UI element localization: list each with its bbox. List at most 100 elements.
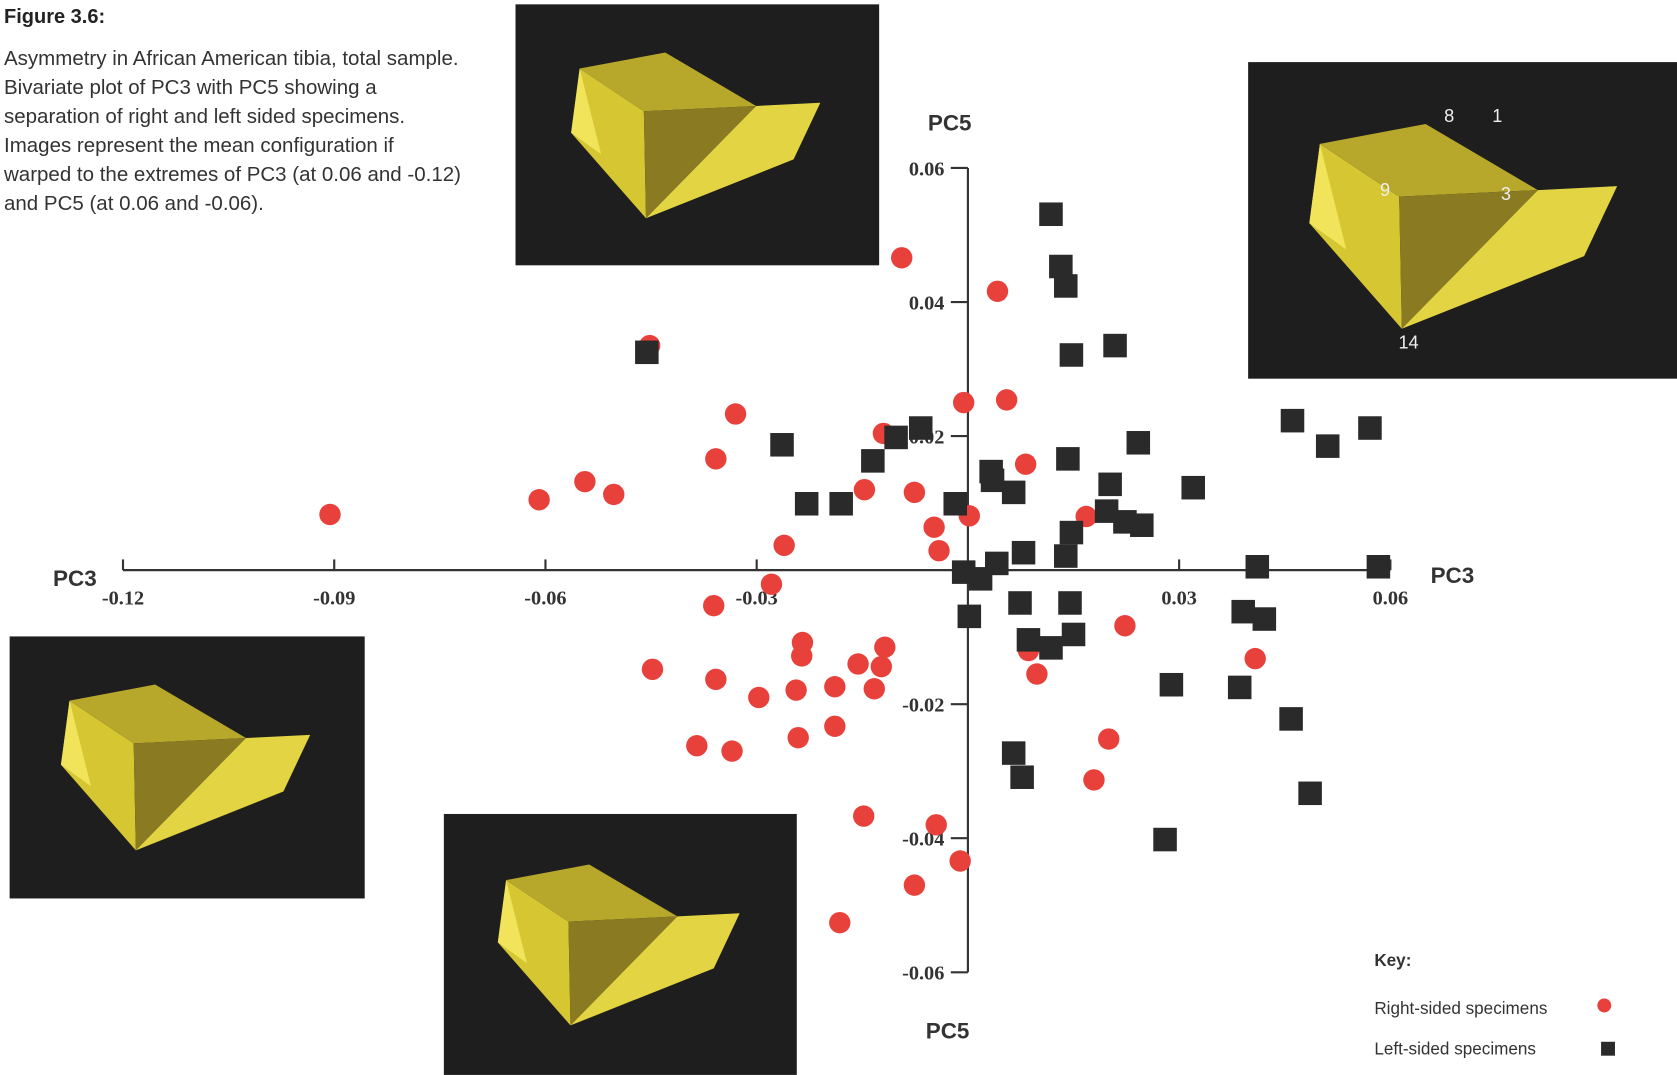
data-point [824,676,846,698]
data-point [1227,675,1252,700]
landmark-label: 9 [1380,180,1390,200]
data-point [1094,499,1119,523]
data-point [861,449,885,473]
data-point [923,516,945,538]
data-point [884,425,908,450]
data-point [748,686,770,709]
y-tick-label: 0.06 [909,158,945,180]
data-point [925,814,947,836]
landmark-label: 14 [1398,333,1418,353]
data-point [1010,765,1034,789]
legend-marker [1597,998,1612,1013]
data-point [1061,622,1086,647]
data-point [1011,540,1036,565]
x-tick-label: -0.09 [313,587,355,609]
data-point [824,715,846,737]
data-point [829,911,851,934]
data-point [635,340,659,365]
data-point [641,658,664,681]
data-point [863,678,885,700]
x-tick-label: -0.12 [102,587,144,609]
data-point [705,448,727,470]
data-point [1098,472,1122,497]
data-point [986,280,1009,302]
data-point [703,594,725,617]
data-point [528,489,550,511]
data-point [1054,544,1078,568]
data-point [1016,628,1041,652]
data-point [968,567,993,591]
data-point [1358,416,1382,440]
data-point [1083,769,1105,791]
x-tick-label: 0.03 [1161,587,1197,609]
data-point [773,534,795,557]
data-point [874,636,896,658]
y-axis-label: PC5 [926,1019,970,1044]
x-axis-label: PC3 [53,566,97,591]
data-point [724,403,747,425]
data-point [1153,827,1177,852]
data-point [1098,728,1120,750]
data-point [891,247,913,269]
x-tick-label: 0.06 [1373,587,1409,609]
data-point [574,470,596,493]
y-tick-label: -0.02 [902,695,944,717]
data-point [1054,274,1078,298]
data-point [1231,599,1255,624]
data-point [791,645,813,667]
data-point [1244,647,1266,670]
landmark-label: 1 [1492,106,1502,126]
data-point [943,492,968,516]
data-point [1026,663,1048,685]
data-point [1058,591,1082,615]
legend-title: Key: [1374,951,1411,970]
data-point [1245,555,1270,579]
data-point [1252,607,1277,631]
data-point [760,573,783,595]
data-point [1039,202,1063,226]
y-axis-label: PC5 [928,111,972,136]
data-point [995,389,1018,411]
landmark-label: 3 [1501,184,1511,204]
data-point [1298,781,1322,806]
data-point [908,416,933,440]
data-point [1130,513,1154,537]
data-point [721,740,743,762]
data-point [785,679,807,701]
data-point [1126,431,1151,455]
data-point [903,481,926,504]
data-point [1056,447,1080,471]
data-point [847,653,869,675]
data-point [1059,520,1084,545]
data-point [705,668,727,691]
legend-marker [1601,1041,1615,1056]
legend-label: Left-sided specimens [1374,1040,1536,1059]
data-point [1001,480,1026,505]
x-tick-label: -0.06 [524,587,566,609]
data-point [1001,741,1026,765]
landmark-label: 8 [1444,106,1454,126]
data-point [949,850,971,872]
figure-caption: Asymmetry in African American tibia, tot… [4,47,461,215]
data-point [1014,453,1037,475]
data-point [1008,591,1032,615]
x-axis-label: PC3 [1431,563,1475,588]
y-tick-label: 0.04 [909,293,945,315]
data-point [603,483,625,506]
data-point [952,391,975,414]
warp-images [9,4,1677,1075]
figure-title: Figure 3.6: [4,6,106,28]
data-point [794,492,819,516]
data-point [1114,615,1136,637]
data-point [853,478,876,501]
data-point [1279,707,1303,731]
data-point [686,735,708,757]
legend-label: Right-sided specimens [1374,999,1547,1018]
data-point [1181,475,1205,500]
data-point [1059,343,1084,367]
data-point [980,468,1005,493]
data-point [928,539,950,562]
data-point [1315,434,1340,458]
